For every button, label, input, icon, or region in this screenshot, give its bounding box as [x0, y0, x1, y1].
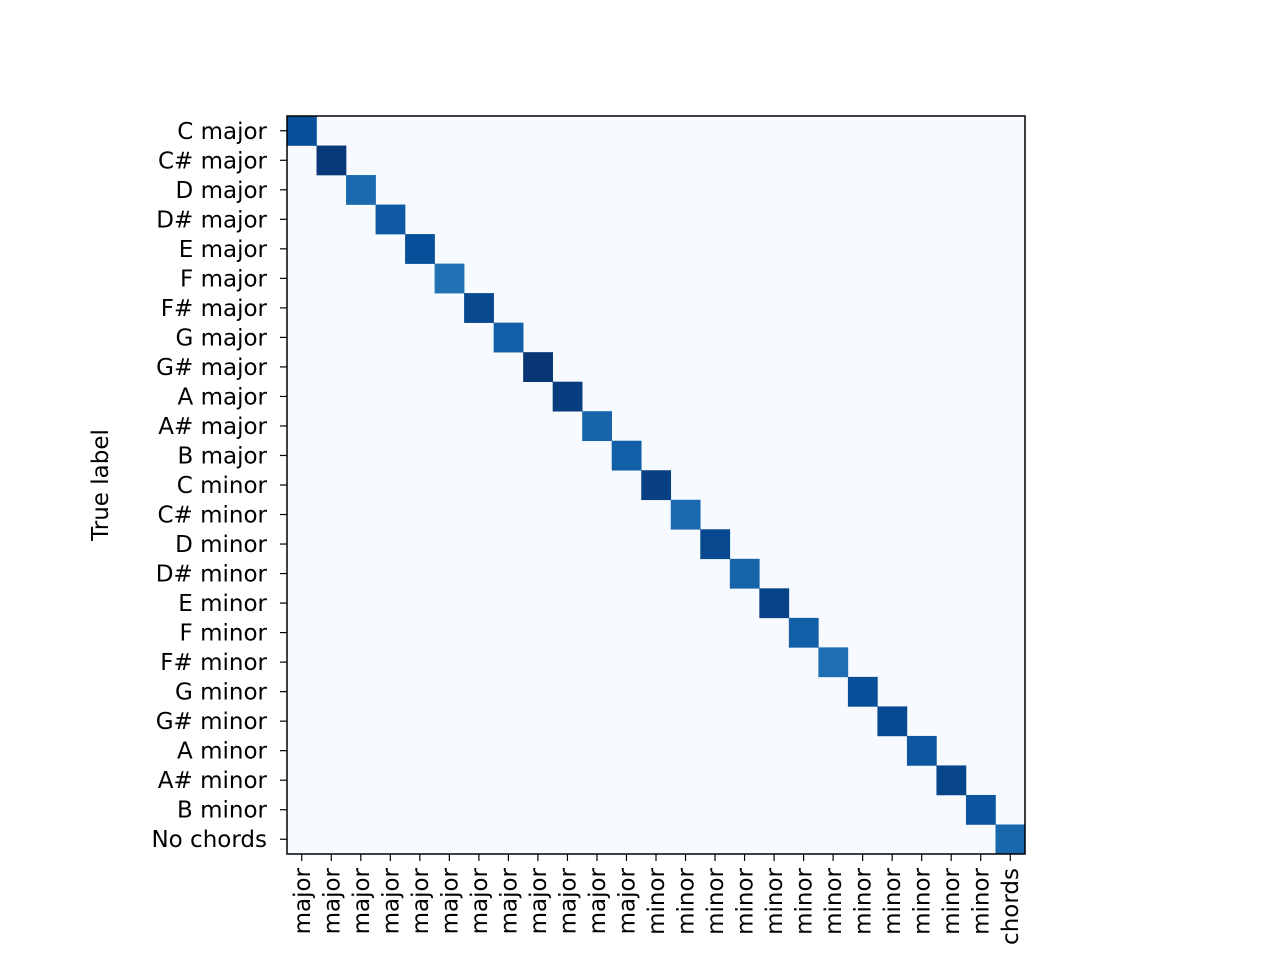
- heatmap-cell: [788, 617, 819, 648]
- x-tick-label: major: [349, 867, 375, 934]
- x-tick-label: minor: [703, 867, 729, 934]
- x-tick-label: minor: [880, 867, 906, 934]
- y-tick-label: D major: [176, 178, 268, 204]
- y-tick-label: F# major: [161, 296, 268, 322]
- x-tick-label: minor: [910, 867, 936, 934]
- y-tick-label: G# major: [156, 355, 267, 381]
- heatmap-cell: [641, 470, 672, 501]
- heatmap-cell: [493, 322, 524, 353]
- heatmap-cell: [906, 735, 937, 766]
- x-tick-label: major: [496, 867, 522, 934]
- y-tick-label: D minor: [175, 532, 267, 558]
- y-tick-label: B major: [177, 443, 267, 469]
- x-tick-label: minor: [792, 867, 818, 934]
- y-tick-label: C# major: [158, 148, 268, 174]
- y-tick-label: G# minor: [156, 709, 268, 735]
- heatmap-cell: [434, 263, 465, 294]
- y-tick-label: E minor: [178, 591, 267, 617]
- y-tick-label: A minor: [177, 739, 267, 765]
- heatmap-cell: [936, 765, 967, 796]
- heatmap-cell: [611, 440, 642, 471]
- heatmap-cell: [582, 411, 613, 442]
- y-tick-label: F# minor: [160, 650, 267, 676]
- heatmap-cell: [346, 175, 376, 205]
- y-tick-label: C# minor: [157, 503, 267, 529]
- y-tick-label: B minor: [177, 798, 268, 824]
- x-tick-label: minor: [821, 867, 847, 934]
- x-tick-label: major: [555, 867, 581, 934]
- heatmap-cell: [847, 676, 878, 707]
- heatmap-cell: [818, 647, 849, 678]
- heatmap-cell: [552, 381, 583, 412]
- x-tick-label: major: [378, 867, 404, 934]
- y-tick-label: A# minor: [158, 768, 268, 794]
- x-tick-label: major: [319, 867, 345, 934]
- x-tick-label: minor: [851, 867, 877, 934]
- x-tick-label: major: [467, 867, 493, 934]
- y-tick-label: C minor: [177, 473, 268, 499]
- heatmap-cell: [316, 145, 347, 176]
- x-tick-label: minor: [674, 867, 700, 934]
- x-tick-label: minor: [969, 867, 995, 934]
- x-tick-label: chords: [998, 868, 1024, 945]
- y-axis-label: True label: [88, 429, 114, 542]
- y-tick-label: D# minor: [156, 562, 268, 588]
- heatmap-cell: [729, 558, 760, 589]
- heatmap-cell: [759, 588, 790, 619]
- heatmap-cell: [405, 234, 435, 264]
- x-axis-ticks: major major major major major major major major…: [290, 854, 1024, 945]
- heatmap-cell: [375, 204, 406, 235]
- x-tick-label: minor: [939, 867, 965, 934]
- y-tick-label: E major: [179, 237, 268, 263]
- heatmap-cell: [700, 529, 731, 560]
- y-axis-ticks: C major C# major D major D# major E major F m…: [151, 119, 287, 853]
- heatmap-cell: [965, 794, 996, 825]
- y-tick-label: No chords: [151, 827, 267, 853]
- x-tick-label: major: [408, 867, 434, 934]
- x-tick-label: minor: [733, 867, 759, 934]
- x-tick-label: minor: [644, 867, 670, 934]
- x-tick-label: major: [437, 867, 463, 934]
- x-tick-label: minor: [762, 867, 788, 934]
- y-tick-label: G major: [175, 325, 267, 351]
- heatmap-cell: [995, 824, 1026, 855]
- heatmap-cell: [287, 116, 317, 146]
- x-tick-label: major: [614, 867, 640, 934]
- heatmap-cell: [523, 352, 553, 382]
- x-tick-label: major: [526, 867, 552, 934]
- y-tick-label: F major: [180, 266, 268, 292]
- heatmap-cells: [287, 116, 1026, 855]
- y-tick-label: A major: [178, 384, 268, 410]
- y-tick-label: C major: [177, 119, 267, 145]
- heatmap-cell: [877, 706, 908, 737]
- y-tick-label: D# major: [156, 207, 267, 233]
- y-tick-label: G minor: [175, 680, 268, 706]
- y-tick-label: F minor: [180, 621, 268, 647]
- x-tick-label: major: [290, 867, 316, 934]
- heatmap-cell: [464, 293, 494, 323]
- heatmap-cell: [670, 499, 701, 530]
- x-tick-label: major: [585, 867, 611, 934]
- y-tick-label: A# major: [158, 414, 267, 440]
